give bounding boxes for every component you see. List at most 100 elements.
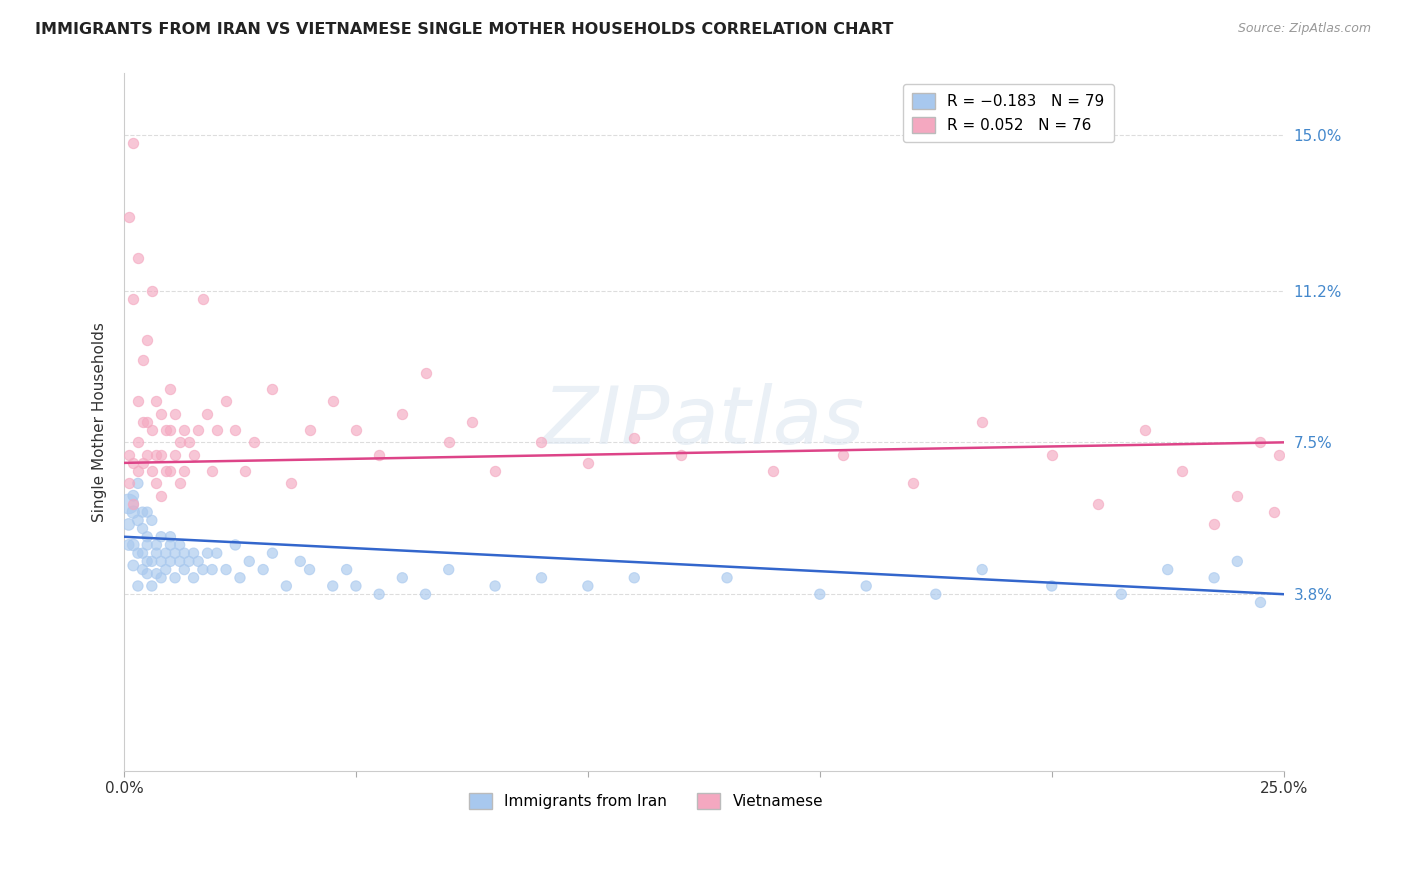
Point [131, 505, 153, 519]
Point [1133, 423, 1156, 437]
Point [150, 554, 173, 568]
Point [145, 448, 167, 462]
Point [484, 579, 506, 593]
Point [1250, 435, 1272, 450]
Point [298, 423, 321, 437]
Text: ZIPatlas: ZIPatlas [543, 383, 865, 461]
Point [122, 136, 145, 150]
Point [136, 505, 159, 519]
Point [191, 563, 214, 577]
Point [972, 563, 994, 577]
Point [832, 448, 855, 462]
Point [131, 522, 153, 536]
Point [136, 415, 159, 429]
Point [122, 505, 145, 519]
Point [159, 538, 181, 552]
Point [243, 435, 266, 450]
Point [322, 394, 344, 409]
Point [117, 517, 139, 532]
Point [623, 431, 645, 445]
Point [290, 554, 312, 568]
Point [155, 423, 177, 437]
Point [576, 579, 599, 593]
Point [127, 464, 149, 478]
Point [1204, 517, 1226, 532]
Point [150, 571, 173, 585]
Point [117, 448, 139, 462]
Point [197, 407, 219, 421]
Point [1250, 595, 1272, 609]
Point [169, 435, 191, 450]
Point [437, 435, 460, 450]
Point [127, 394, 149, 409]
Point [136, 333, 159, 347]
Point [163, 407, 186, 421]
Point [163, 571, 186, 585]
Point [1111, 587, 1133, 601]
Point [233, 464, 256, 478]
Point [276, 579, 298, 593]
Point [1226, 554, 1249, 568]
Point [183, 546, 205, 560]
Point [808, 587, 831, 601]
Point [368, 448, 391, 462]
Point [159, 423, 181, 437]
Point [169, 554, 191, 568]
Point [127, 546, 149, 560]
Point [530, 435, 553, 450]
Point [169, 538, 191, 552]
Point [1204, 571, 1226, 585]
Point [344, 579, 367, 593]
Point [177, 554, 200, 568]
Point [391, 571, 413, 585]
Point [173, 546, 195, 560]
Point [205, 423, 228, 437]
Point [173, 423, 195, 437]
Point [322, 579, 344, 593]
Point [262, 546, 284, 560]
Point [131, 456, 153, 470]
Point [145, 546, 167, 560]
Point [150, 530, 173, 544]
Point [141, 554, 163, 568]
Point [484, 464, 506, 478]
Point [197, 546, 219, 560]
Point [155, 464, 177, 478]
Point [415, 587, 437, 601]
Point [972, 415, 994, 429]
Point [224, 423, 246, 437]
Point [127, 579, 149, 593]
Point [183, 571, 205, 585]
Point [131, 415, 153, 429]
Point [122, 489, 145, 503]
Point [336, 563, 359, 577]
Point [437, 563, 460, 577]
Point [127, 435, 149, 450]
Point [187, 423, 209, 437]
Point [1268, 448, 1291, 462]
Text: Source: ZipAtlas.com: Source: ZipAtlas.com [1237, 22, 1371, 36]
Point [298, 563, 321, 577]
Point [136, 530, 159, 544]
Point [122, 538, 145, 552]
Text: IMMIGRANTS FROM IRAN VS VIETNAMESE SINGLE MOTHER HOUSEHOLDS CORRELATION CHART: IMMIGRANTS FROM IRAN VS VIETNAMESE SINGL… [35, 22, 894, 37]
Point [159, 464, 181, 478]
Point [122, 292, 145, 306]
Point [159, 554, 181, 568]
Point [141, 464, 163, 478]
Point [136, 554, 159, 568]
Point [215, 563, 238, 577]
Point [280, 476, 302, 491]
Point [205, 546, 228, 560]
Point [201, 464, 224, 478]
Point [1170, 464, 1192, 478]
Point [173, 563, 195, 577]
Point [150, 407, 173, 421]
Point [159, 382, 181, 396]
Point [461, 415, 484, 429]
Point [131, 563, 153, 577]
Point [530, 571, 553, 585]
Point [762, 464, 785, 478]
Point [163, 448, 186, 462]
Point [145, 394, 167, 409]
